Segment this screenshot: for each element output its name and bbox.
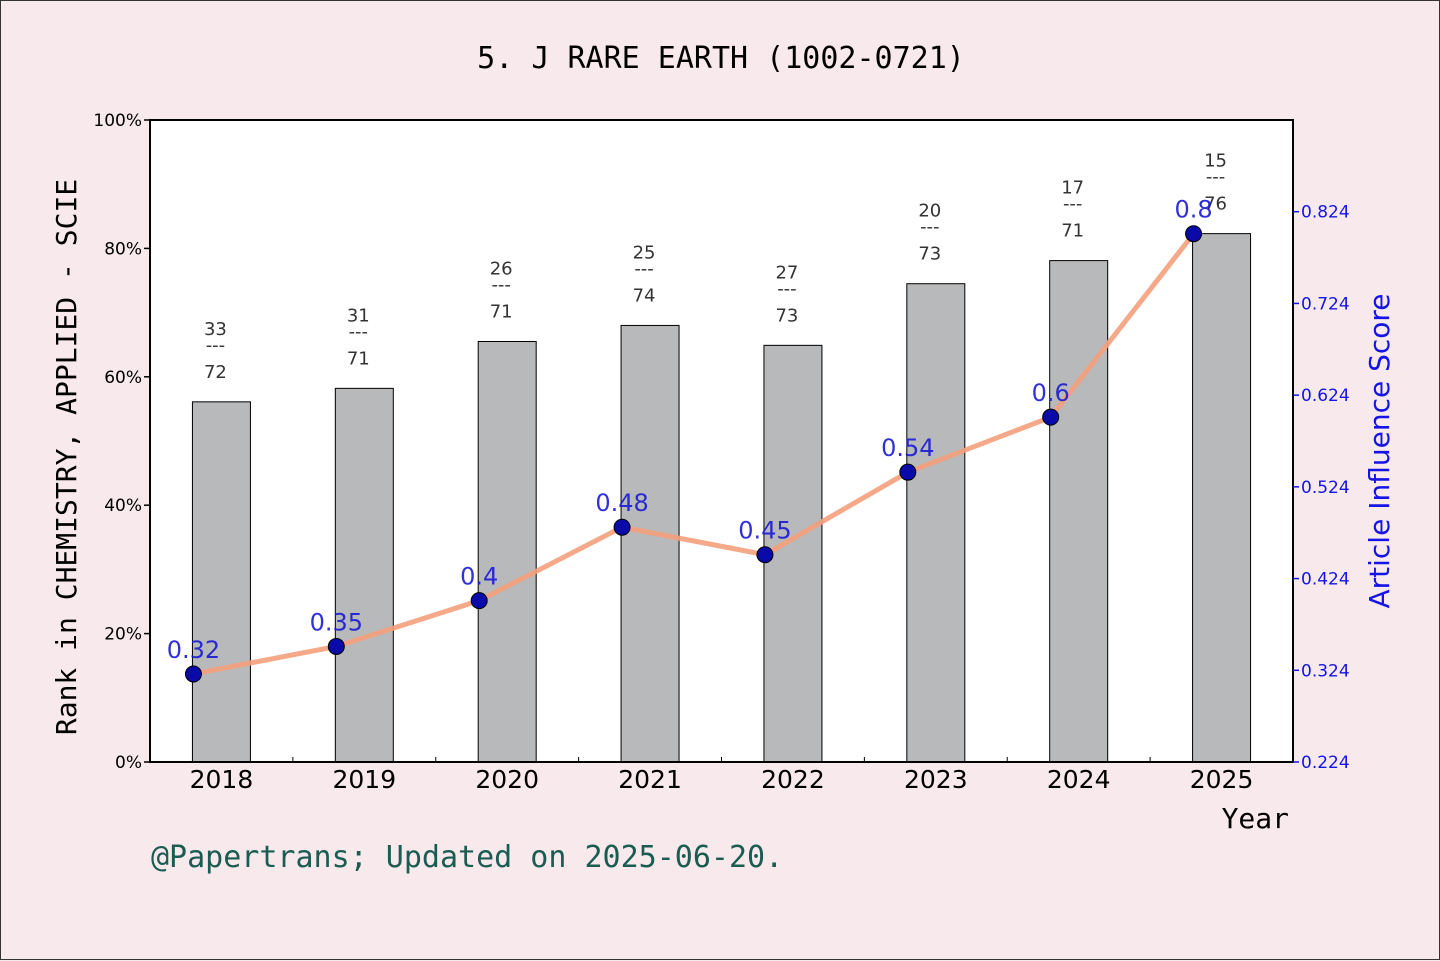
bar <box>334 387 394 763</box>
footer-credit: @Papertrans; Updated on 2025-06-20. <box>151 840 783 875</box>
bar-rank-label: 33 <box>204 319 227 340</box>
y-tick-label: 100% <box>93 111 142 131</box>
y-axis-label: Rank in CHEMISTRY, APPLIED - SCIE <box>50 179 83 735</box>
line-point <box>756 546 774 564</box>
x-tick-label: 2018 <box>190 765 254 794</box>
bar-fraction-separator: --- <box>491 274 511 295</box>
bar <box>191 401 251 763</box>
line-value-label: 0.54 <box>881 434 934 462</box>
line-value-label: 0.4 <box>460 563 498 591</box>
x-tick-label: 2021 <box>618 765 682 794</box>
bar-fraction-separator: --- <box>777 278 797 299</box>
y-tick-label: 60% <box>104 368 142 388</box>
x-tick-label: 2023 <box>904 765 968 794</box>
x-tick-label: 2024 <box>1047 765 1111 794</box>
series-line <box>192 232 1196 677</box>
line-point <box>1185 225 1203 243</box>
x-tick-label: 2022 <box>761 765 825 794</box>
y-tick-label: 80% <box>104 239 142 259</box>
y2-tick-label: 0.824 <box>1301 203 1350 223</box>
bar-fraction-separator: --- <box>634 258 654 279</box>
y-tick-label: 40% <box>104 496 142 516</box>
y-tick-label: 0% <box>115 753 142 773</box>
line-value-label: 0.35 <box>310 608 363 636</box>
bar-total-label: 72 <box>204 362 227 383</box>
bar-rank-label: 20 <box>918 201 941 222</box>
bar-fraction-separator: --- <box>920 217 940 238</box>
y2-tick-label: 0.624 <box>1301 386 1350 406</box>
plot-background <box>150 120 1293 762</box>
line-value-label: 0.6 <box>1032 379 1070 407</box>
line-value-label: 0.48 <box>595 489 648 517</box>
y2-tick-label: 0.724 <box>1301 294 1350 314</box>
bar <box>477 340 537 763</box>
line-point <box>470 592 488 610</box>
bar-fraction-separator: --- <box>349 321 369 342</box>
bar-total-label: 71 <box>490 301 513 322</box>
bar-fraction-separator: --- <box>1063 194 1083 215</box>
y2-tick-label: 0.224 <box>1301 753 1350 773</box>
line-point <box>1042 408 1060 426</box>
bar-rank-label: 25 <box>633 242 656 263</box>
bar-total-label: 73 <box>775 305 798 326</box>
x-tick-label: 2025 <box>1190 765 1254 794</box>
bar-rank-label: 17 <box>1061 178 1084 199</box>
bar-rank-label: 31 <box>347 305 370 326</box>
bar-total-label: 74 <box>633 285 656 306</box>
bar <box>620 324 680 763</box>
bar-total-label: 76 <box>1204 194 1227 215</box>
line-point <box>613 518 631 536</box>
bar <box>1192 233 1252 763</box>
bar-total-label: 71 <box>1061 221 1084 242</box>
x-tick-label: 2020 <box>475 765 539 794</box>
bar-rank-label: 15 <box>1204 151 1227 172</box>
line-value-label: 0.45 <box>738 517 791 545</box>
bar <box>763 344 823 763</box>
chart-title: 5. J RARE EARTH (1002-0721) <box>477 41 965 76</box>
line-point <box>184 665 202 683</box>
bar-rank-label: 26 <box>490 258 513 279</box>
bar-total-label: 73 <box>918 244 941 265</box>
bar-rank-label: 27 <box>775 262 798 283</box>
line-value-label: 0.8 <box>1174 196 1212 224</box>
bar-fraction-separator: --- <box>206 335 226 356</box>
bar-fraction-separator: --- <box>1206 167 1226 188</box>
line-point <box>327 637 345 655</box>
line-point <box>899 463 917 481</box>
y2-tick-label: 0.524 <box>1301 478 1350 498</box>
bar-total-label: 71 <box>347 348 370 369</box>
bar <box>1049 260 1109 763</box>
line-value-label: 0.32 <box>167 636 220 664</box>
y2-tick-label: 0.424 <box>1301 570 1350 590</box>
y2-axis-label: Article Influence Score <box>1363 293 1396 608</box>
x-tick-label: 2019 <box>333 765 397 794</box>
bar <box>906 283 966 763</box>
x-axis-label: Year <box>1222 802 1289 835</box>
plot-area: 33---7231---7126---7125---7427---7320---… <box>93 111 1349 794</box>
y-tick-label: 20% <box>104 625 142 645</box>
y2-tick-label: 0.324 <box>1301 661 1350 681</box>
